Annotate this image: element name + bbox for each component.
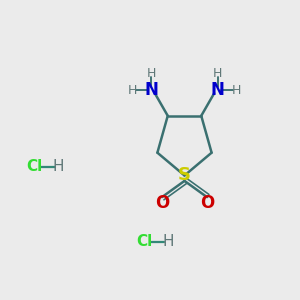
Text: H: H	[128, 84, 137, 97]
Text: S: S	[178, 167, 191, 184]
Text: N: N	[144, 81, 158, 99]
Text: Cl: Cl	[136, 234, 152, 249]
Text: H: H	[213, 67, 222, 80]
Text: H: H	[147, 67, 156, 80]
Text: N: N	[211, 81, 225, 99]
Text: O: O	[200, 194, 214, 211]
Text: H: H	[232, 84, 241, 97]
Text: H: H	[162, 234, 174, 249]
Text: Cl: Cl	[26, 159, 43, 174]
Text: O: O	[155, 194, 169, 211]
Text: H: H	[53, 159, 64, 174]
